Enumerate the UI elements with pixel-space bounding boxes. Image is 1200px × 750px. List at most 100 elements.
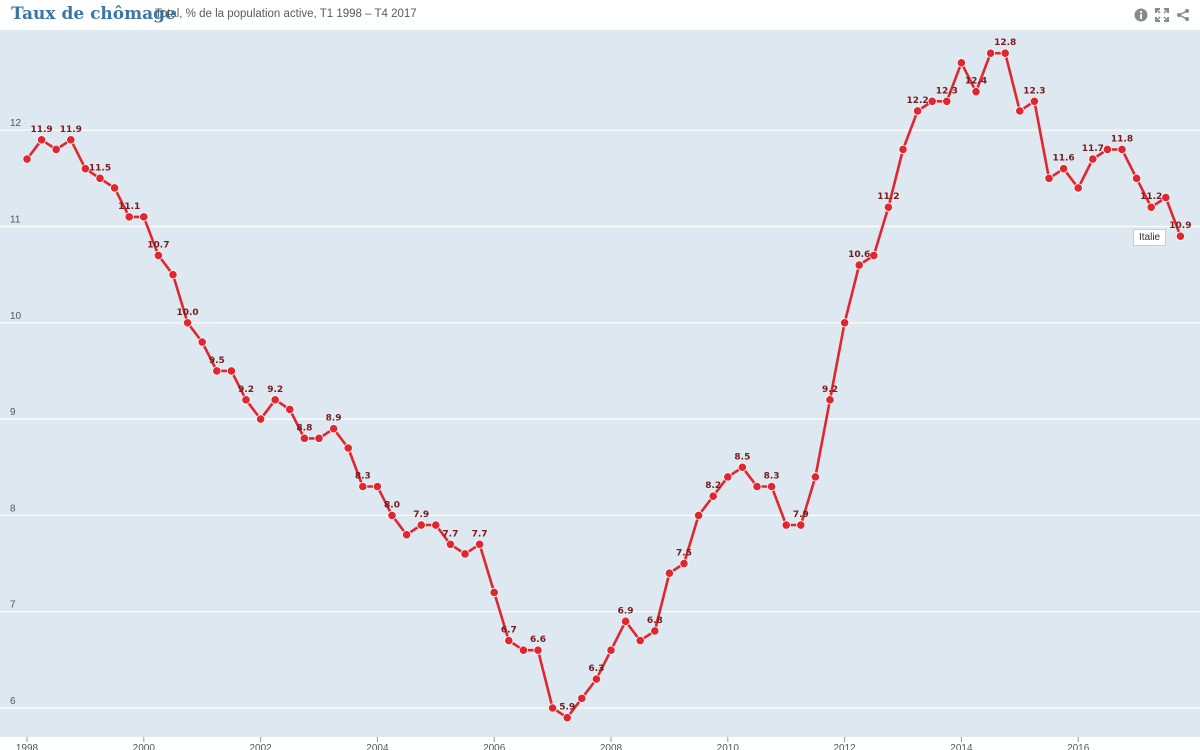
data-point — [299, 433, 309, 443]
data-point — [693, 510, 704, 520]
data-point — [197, 337, 207, 347]
data-point — [781, 520, 791, 530]
y-tick-label: 8 — [10, 503, 16, 514]
data-point — [504, 635, 514, 646]
x-tick-label: 2004 — [366, 743, 389, 750]
data-point — [1000, 48, 1010, 58]
data-label: 6.3 — [588, 664, 604, 674]
x-tick-label: 2008 — [600, 743, 623, 750]
chart-title: Taux de chômage — [11, 4, 176, 24]
data-label: 7.9 — [793, 510, 809, 520]
data-label: 9.2 — [822, 385, 838, 395]
y-tick-label: 7 — [10, 600, 16, 611]
data-point — [226, 366, 236, 376]
data-label: 8.3 — [764, 472, 780, 482]
data-label: 12.3 — [936, 86, 958, 96]
series-legend-label: Italie — [1133, 229, 1167, 246]
data-label: 6.6 — [530, 635, 546, 645]
data-point — [489, 587, 499, 598]
chart-area: 6 7 8 9 10 11 12 1998 2000 2002 2004 2006 2008 2010 20… — [0, 30, 1200, 750]
data-point — [1175, 231, 1186, 241]
data-label: 12.4 — [965, 77, 987, 87]
data-point — [985, 48, 996, 58]
data-point — [1117, 144, 1127, 155]
y-tick-label: 9 — [10, 407, 16, 418]
data-label: 8.8 — [296, 423, 312, 433]
chart-header: Taux de chômage Total, % de la populatio… — [0, 0, 1200, 30]
data-point — [766, 481, 777, 492]
data-label: 5.9 — [559, 703, 575, 713]
data-point — [255, 414, 266, 424]
data-point — [664, 568, 675, 578]
data-point — [387, 510, 397, 520]
x-tick-label: 2016 — [1067, 743, 1090, 750]
data-point — [1044, 173, 1054, 183]
y-tick-label: 10 — [10, 311, 22, 322]
y-tick-label: 12 — [10, 118, 22, 129]
data-point — [606, 645, 616, 655]
data-point — [796, 520, 806, 530]
data-point — [912, 106, 923, 116]
data-point — [80, 164, 91, 174]
data-point — [22, 154, 32, 164]
data-point — [591, 674, 602, 684]
data-point — [810, 472, 821, 482]
data-point — [1073, 183, 1083, 193]
x-axis-band — [0, 737, 1200, 750]
data-label: 11.8 — [1111, 134, 1133, 144]
data-point — [153, 250, 163, 260]
plot-background — [0, 30, 1200, 737]
data-point — [66, 135, 76, 145]
data-point — [869, 250, 879, 260]
data-label: 8.3 — [355, 472, 371, 482]
data-point — [36, 135, 47, 145]
data-point — [110, 183, 120, 193]
data-label: 11.9 — [30, 125, 52, 135]
data-point — [620, 616, 631, 626]
data-label: 6.8 — [647, 616, 663, 626]
data-label: 8.5 — [734, 452, 750, 462]
data-point — [95, 173, 105, 183]
data-point — [212, 366, 222, 376]
data-label: 11.1 — [118, 202, 140, 212]
x-tick-label: 2010 — [717, 743, 740, 750]
data-point — [416, 520, 426, 530]
data-label: 12.3 — [1023, 86, 1045, 96]
data-label: 10.9 — [1169, 221, 1191, 231]
data-point — [285, 404, 295, 415]
x-tick-label: 2002 — [249, 743, 272, 750]
x-tick-label: 2012 — [833, 743, 856, 750]
chart-subtitle: Total, % de la population active, T1 199… — [155, 8, 417, 20]
data-point — [1088, 154, 1098, 164]
data-label: 10.0 — [176, 308, 198, 318]
y-tick-label: 11 — [10, 215, 21, 226]
data-point — [1059, 164, 1069, 174]
data-label: 10.7 — [147, 240, 169, 250]
data-point — [270, 395, 280, 405]
data-label: 8.2 — [705, 481, 721, 491]
fullscreen-icon[interactable] — [1154, 7, 1169, 22]
data-point — [854, 260, 864, 270]
x-tick-label: 1998 — [16, 743, 39, 750]
data-point — [1102, 144, 1113, 155]
data-point — [343, 443, 353, 453]
data-point — [839, 318, 850, 328]
data-point — [372, 481, 382, 492]
data-point — [956, 58, 967, 68]
y-tick-label: 6 — [10, 696, 16, 707]
data-label: 10.6 — [848, 250, 870, 260]
data-point — [942, 96, 952, 106]
data-label: 7.9 — [413, 510, 429, 520]
data-point — [650, 626, 660, 636]
data-label: 6.7 — [501, 626, 517, 636]
share-icon[interactable] — [1175, 7, 1190, 22]
data-point — [547, 703, 558, 713]
data-label: 12.8 — [994, 38, 1016, 48]
info-icon[interactable] — [1133, 7, 1148, 22]
data-point — [898, 144, 908, 155]
data-point — [183, 318, 193, 328]
data-label: 11.6 — [1052, 154, 1074, 164]
data-label: 12.2 — [906, 96, 928, 106]
data-point — [314, 433, 324, 443]
data-point — [1132, 173, 1142, 183]
